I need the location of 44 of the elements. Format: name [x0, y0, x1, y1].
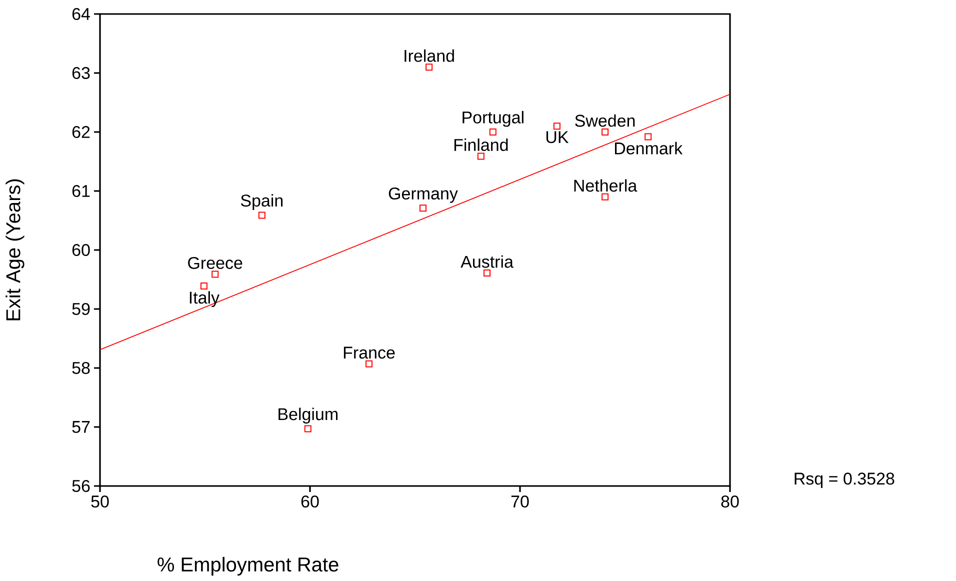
point [477, 152, 484, 160]
y-tick-label: 62 [72, 126, 90, 138]
annotation: Netherla [574, 179, 638, 192]
point [258, 212, 266, 219]
annotation: Ireland [404, 49, 454, 62]
annotation: Italy [190, 291, 220, 308]
y-tick-label: 56 [72, 480, 90, 492]
point [366, 360, 373, 368]
point [484, 270, 491, 277]
annotation: Belgium [278, 408, 338, 424]
annotation: Portugal [462, 110, 524, 127]
y-tick-label: 61 [72, 184, 90, 198]
point [200, 282, 208, 290]
point [419, 204, 426, 212]
annotation: Germany [388, 188, 458, 203]
annotation: Greece [188, 256, 242, 269]
annotation: Austria [460, 255, 514, 268]
annotation: UK [546, 131, 569, 144]
y-tick-label: 63 [72, 66, 90, 80]
annotation: Denmark [615, 142, 683, 154]
x-tick-label: 80 [721, 496, 739, 508]
point [212, 270, 219, 278]
text: Rsq = 0.3528 [794, 472, 894, 488]
point [644, 133, 652, 140]
y-axis-title: Exit Age (Years) [6, 179, 24, 320]
y-tick-label: 58 [72, 362, 90, 374]
annotation: Sweden [575, 114, 635, 127]
annotation: France [344, 346, 395, 359]
x-tick-label: 70 [511, 496, 529, 508]
point [602, 128, 609, 136]
point [553, 122, 560, 130]
y-tick-label: 59 [72, 302, 90, 316]
annotation: Spain [240, 194, 283, 210]
point [304, 425, 312, 432]
annotation: Finland [454, 138, 508, 151]
x-tick-label: 60 [301, 496, 319, 508]
x-axis-title: % Employment Rate [158, 556, 338, 576]
x-tick-label: 50 [91, 496, 109, 508]
point [602, 193, 609, 200]
point [489, 128, 496, 136]
y-tick-label: 64 [72, 8, 90, 20]
point [426, 64, 433, 71]
y-tick-label: 60 [72, 244, 90, 256]
y-tick-label: 57 [72, 421, 90, 433]
